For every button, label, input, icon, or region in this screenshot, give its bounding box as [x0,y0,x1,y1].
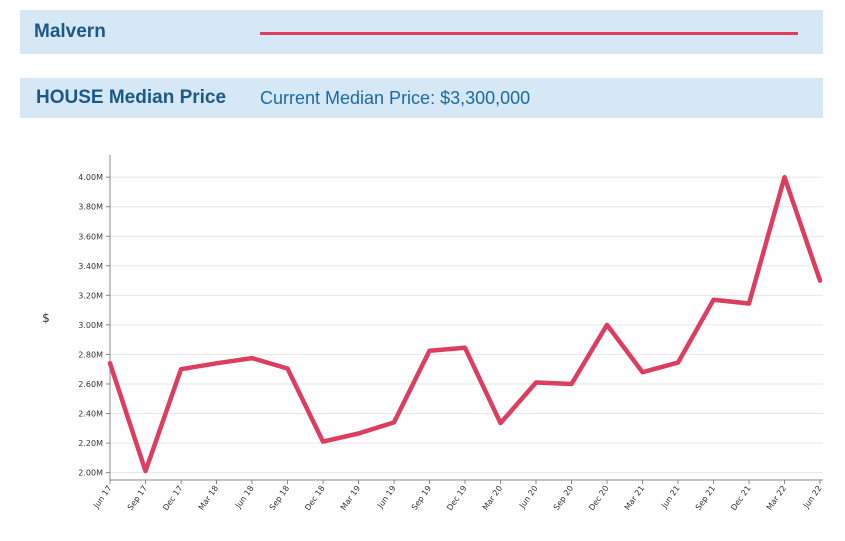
data-point [463,346,467,350]
x-tick-label: Dec 20 [587,484,611,512]
data-point [250,356,254,360]
data-point [641,370,644,374]
data-point [286,366,289,370]
price-header: HOUSE Median Price Current Median Price:… [20,78,823,118]
x-tick-label: Mar 19 [339,484,362,512]
data-point [215,361,218,365]
x-tick-label: Jun 17 [91,484,113,511]
data-point [392,420,396,424]
suburb-header: Malvern [20,10,823,54]
x-tick-label: Mar 18 [197,484,220,512]
data-point [570,382,573,386]
data-point [676,361,680,365]
grid-lines [110,176,823,474]
suburb-name: Malvern [34,21,106,42]
accent-line [260,32,798,35]
data-point [179,367,183,371]
x-tick-label: Sep 20 [552,484,575,512]
x-tick-label: Mar 20 [481,484,504,512]
x-tick-label: Mar 22 [765,484,788,512]
y-tick-label: 3.40M [78,262,103,271]
data-point [144,469,147,473]
x-tick-label: Sep 21 [694,484,717,512]
data-point [605,323,609,327]
x-tick-label: Sep 17 [126,484,149,512]
x-tick-label: Dec 18 [303,484,327,512]
x-tick-label: Dec 17 [161,484,185,512]
x-tick-label: Jun 22 [801,484,823,511]
y-tick-label: 3.60M [78,232,103,241]
data-point [428,349,431,353]
chart-category-title: HOUSE Median Price [36,87,227,108]
y-tick-label: 2.00M [78,469,103,478]
data-point [499,421,502,425]
data-point [321,440,325,444]
x-tick-label: Sep 18 [268,484,291,512]
data-point [783,175,786,179]
y-tick-label: 2.40M [78,410,103,419]
series-group [107,174,823,474]
data-point [712,298,715,302]
x-tick-label: Jun 19 [375,484,397,511]
x-tick-label: Dec 21 [729,484,753,512]
y-axis-ticks: 2.00M 2.20M 2.40M 2.60M 2.80M 3.00M 3.20M 3.40M… [78,173,110,478]
y-tick-label: 4.00M [78,173,103,182]
x-tick-label: Jun 21 [659,484,681,511]
y-tick-label: 2.20M [78,439,103,448]
data-point [747,301,751,305]
x-tick-label: Sep 19 [410,484,433,512]
x-tick-label: Dec 19 [445,484,469,512]
x-tick-label: Mar 21 [623,484,646,512]
data-point [534,381,538,384]
y-tick-label: 3.20M [78,291,103,300]
median-price-line [107,174,823,474]
data-point [357,431,360,435]
x-tick-label: Jun 18 [233,484,255,511]
y-tick-label: 3.00M [78,321,103,330]
current-median-price: Current Median Price: $3,300,000 [260,88,531,108]
y-tick-label: 2.60M [78,380,103,389]
data-point [108,361,112,365]
y-tick-label: 3.80M [78,203,103,212]
x-axis-ticks: Jun 17 Sep 17 Dec 17 Mar 18 Jun 18 Sep 18 Dec … [91,480,824,512]
y-axis-label: $ [42,311,50,325]
x-tick-label: Jun 20 [517,484,539,511]
y-tick-label: 2.80M [78,350,103,359]
data-point [818,279,822,283]
